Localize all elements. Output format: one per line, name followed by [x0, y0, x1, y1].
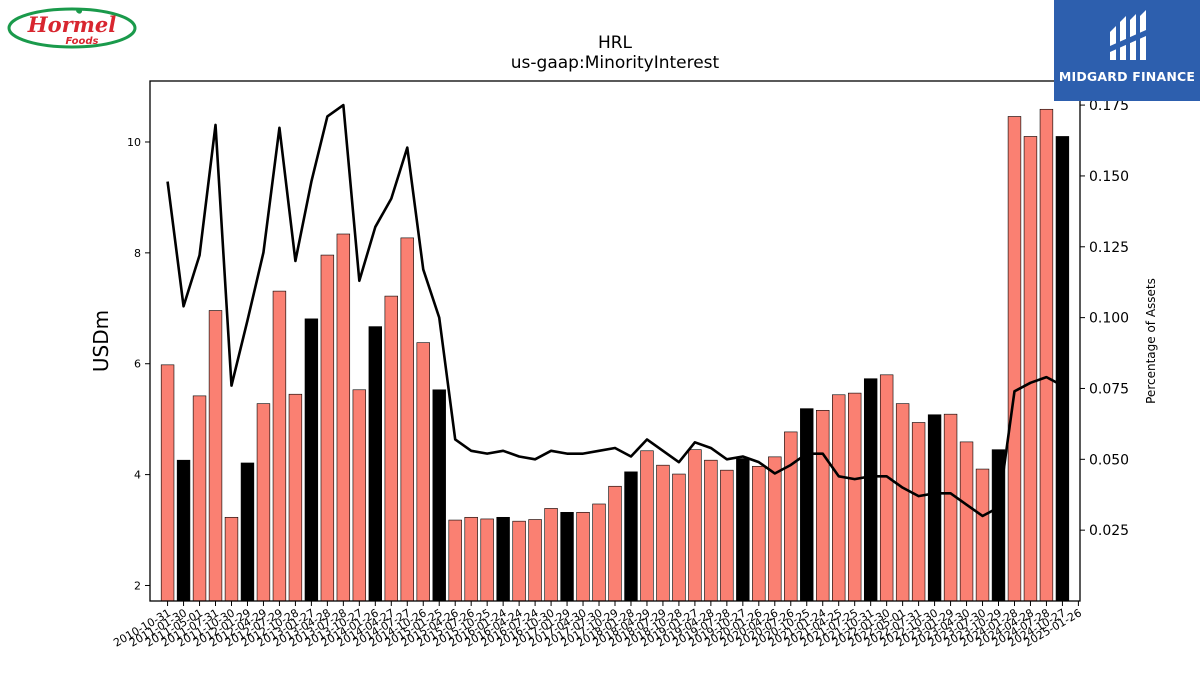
bar [879, 374, 894, 602]
bar [832, 394, 846, 602]
bar [800, 408, 814, 602]
bar [192, 395, 207, 602]
bar [895, 403, 910, 602]
bar [576, 511, 590, 602]
bar [1039, 108, 1054, 602]
hormel-logo-subtext: Foods [66, 36, 99, 47]
y-tick-label: 4 [134, 469, 141, 482]
y-tick-label: 6 [134, 358, 141, 371]
bar [528, 519, 542, 602]
bar [911, 422, 926, 602]
bar [752, 465, 766, 602]
bar [464, 516, 478, 602]
y-tick-label: 10 [127, 136, 141, 149]
bar [1007, 116, 1022, 602]
bar [1055, 136, 1070, 602]
bar [304, 318, 319, 602]
y2-tick-label: 0.075 [1089, 381, 1129, 397]
y2-tick-label: 0.175 [1089, 98, 1129, 114]
bar [863, 378, 878, 602]
chart-title: HRL [597, 33, 633, 53]
y-tick-label: 8 [134, 247, 141, 260]
bar [160, 364, 175, 602]
y2-tick-label: 0.125 [1089, 240, 1129, 256]
chart-subtitle: us-gaap:MinorityInterest [510, 53, 720, 73]
bar [432, 389, 446, 602]
bar [592, 503, 606, 602]
midgard-emblem-icon [1110, 10, 1146, 60]
midgard-finance-logo: MIDGARD FINANCE [1054, 0, 1200, 101]
y2-axis-label: Percentage of Assets [1144, 278, 1158, 404]
bar [656, 464, 670, 602]
bar [975, 468, 990, 602]
bar [816, 409, 830, 602]
bar [368, 326, 383, 602]
bar [688, 449, 702, 602]
bar [1023, 136, 1038, 602]
bar [847, 392, 862, 602]
y2-tick-label: 0.100 [1089, 311, 1129, 327]
bar [784, 431, 798, 602]
bar [624, 471, 638, 602]
bar [224, 516, 239, 602]
bar [959, 441, 974, 602]
bar [943, 413, 958, 602]
hormel-logo-text: Hormel [27, 12, 116, 37]
bar [400, 237, 414, 602]
bar [640, 450, 654, 602]
bar [448, 519, 462, 602]
bar [736, 458, 750, 602]
bar [496, 516, 510, 602]
bar [544, 508, 558, 602]
bar [768, 456, 782, 602]
y2-tick-label: 0.025 [1089, 523, 1129, 539]
bar [208, 310, 223, 602]
bar [288, 393, 303, 602]
midgard-finance-logo-text: MIDGARD FINANCE [1058, 69, 1196, 84]
bar [272, 290, 287, 602]
hormel-logo: Hormel Foods [6, 5, 138, 55]
bar [320, 254, 335, 602]
bar [176, 459, 191, 602]
percentage-line [166, 103, 1064, 518]
y2-tick-label: 0.150 [1089, 169, 1129, 185]
bar [352, 389, 367, 602]
bar [608, 485, 622, 602]
y2-tick-label: 0.050 [1089, 452, 1129, 468]
bar [560, 511, 574, 602]
bar [927, 414, 942, 602]
bar [384, 295, 398, 602]
bar [256, 403, 271, 602]
bar [704, 459, 718, 602]
y-tick-label: 2 [134, 579, 141, 592]
bar [480, 518, 494, 602]
bar [416, 342, 430, 602]
y-axis-label: USDm [89, 310, 113, 372]
bar [240, 462, 255, 602]
bar [672, 473, 686, 602]
bar [720, 469, 734, 602]
bar [336, 233, 351, 602]
bar [512, 520, 526, 602]
